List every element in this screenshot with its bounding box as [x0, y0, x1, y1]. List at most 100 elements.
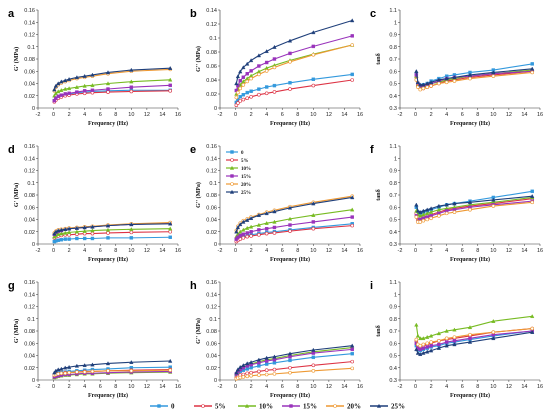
x-tick-label: 16	[357, 384, 363, 390]
data-point	[90, 369, 95, 374]
x-tick-label: 2	[430, 384, 433, 390]
data-point	[311, 44, 316, 49]
y-tick-label: 0.14	[24, 20, 35, 26]
x-tick-label: 2	[68, 384, 71, 390]
data-point	[238, 95, 242, 99]
data-point	[129, 369, 134, 373]
data-point	[82, 363, 87, 367]
y-tick-label: 0.3	[389, 242, 397, 248]
data-point	[418, 82, 423, 87]
data-point	[418, 343, 423, 348]
data-point	[376, 403, 382, 408]
data-point	[491, 74, 496, 78]
data-point	[245, 367, 249, 371]
x-tick-label: -2	[218, 384, 223, 390]
panel-f: f 0.3 0.4 0.5 0.6 0.7 0.8 0.9 1 1.1 -2 0 2 4 6 8 10 12 14 1…	[370, 144, 543, 263]
y-tick-label: 0.1	[209, 36, 217, 42]
y-tick-label: 0.8	[389, 45, 397, 51]
data-point	[106, 90, 110, 94]
data-point	[264, 211, 269, 216]
data-point	[257, 92, 261, 97]
data-point	[468, 76, 472, 81]
x-tick-label: 0	[52, 384, 55, 390]
panel-label: g	[8, 280, 15, 292]
data-point	[249, 366, 253, 370]
data-point	[350, 18, 355, 23]
data-point	[168, 235, 172, 239]
x-tick-label: 4	[445, 112, 448, 118]
data-point	[241, 65, 246, 70]
data-point	[249, 373, 253, 378]
x-tick-label: -2	[36, 384, 41, 390]
data-point	[414, 215, 419, 219]
data-point	[530, 189, 534, 194]
data-point	[56, 89, 61, 94]
y-tick-label: 0.02	[206, 92, 217, 98]
data-point	[288, 229, 292, 233]
data-point	[350, 78, 355, 82]
x-tick-label: 4	[83, 384, 86, 390]
x-tick-label: 16	[175, 248, 181, 254]
x-tick-label: 6	[281, 248, 284, 254]
data-point	[491, 336, 496, 341]
data-point	[168, 65, 173, 70]
data-point	[428, 333, 434, 338]
data-point	[530, 62, 534, 66]
data-point	[452, 342, 457, 347]
data-point	[452, 327, 457, 332]
data-point	[63, 227, 68, 232]
x-tick-label: 12	[144, 248, 150, 254]
data-point	[421, 82, 426, 87]
x-tick-label: -2	[36, 248, 41, 254]
x-axis-title: Frequency (Hz)	[450, 256, 490, 263]
data-point	[421, 208, 426, 213]
legend-label: 15%	[303, 403, 317, 411]
data-point	[249, 76, 253, 81]
data-point	[248, 360, 254, 364]
data-point	[264, 220, 269, 225]
x-tick-label: 12	[144, 384, 150, 390]
x-tick-label: 10	[490, 248, 496, 254]
data-point	[245, 371, 250, 376]
data-point	[414, 202, 419, 207]
data-point	[82, 89, 87, 93]
x-tick-label: 16	[537, 248, 543, 254]
data-point	[63, 365, 68, 370]
data-point	[288, 365, 292, 370]
data-point	[264, 49, 269, 53]
data-point	[241, 232, 246, 236]
series-0	[234, 72, 354, 105]
data-point	[311, 77, 316, 82]
legend-label: 5%	[215, 403, 226, 411]
data-point	[414, 337, 419, 342]
data-point	[444, 202, 449, 207]
series-10%	[52, 77, 173, 98]
data-point	[52, 87, 57, 92]
data-point	[415, 350, 421, 355]
data-point	[452, 201, 457, 206]
x-tick-label: 14	[159, 248, 165, 254]
data-point	[264, 368, 269, 373]
series-line	[235, 44, 353, 98]
data-point	[90, 236, 95, 241]
data-point	[66, 364, 72, 369]
bottom-legend: 0 5% 10% 15% 20% 25%	[150, 403, 405, 411]
y-axis-title: tanδ	[376, 325, 382, 336]
data-point	[256, 212, 262, 217]
data-point	[468, 332, 472, 337]
x-tick-label: 2	[250, 248, 253, 254]
data-point	[264, 69, 269, 73]
data-point	[257, 364, 261, 368]
panel-h: h00.020.040.060.080.10.120.140.16-2 0 2 4 6 8…	[190, 280, 363, 399]
x-tick-label: 12	[326, 384, 332, 390]
data-point	[229, 165, 235, 170]
data-point	[168, 221, 173, 226]
data-point	[428, 206, 434, 211]
x-tick-label: 10	[128, 384, 134, 390]
data-point	[311, 201, 316, 206]
x-tick-label: 16	[175, 384, 181, 390]
data-point	[229, 189, 235, 194]
data-point	[350, 366, 355, 371]
y-tick-label: 0.12	[206, 22, 217, 28]
